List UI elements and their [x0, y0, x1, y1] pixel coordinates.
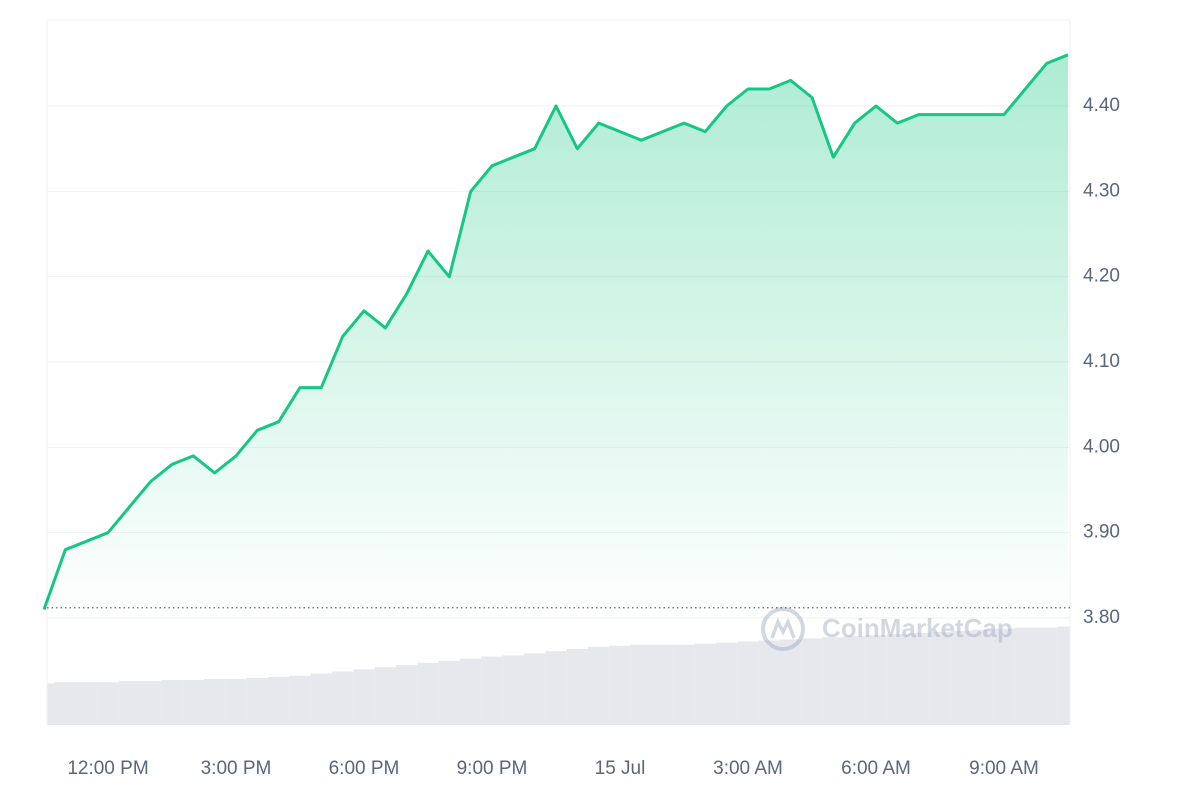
watermark-logo-m [770, 617, 796, 639]
volume-bar [481, 656, 503, 725]
volume-bar [225, 678, 247, 725]
volume-bar [801, 638, 823, 725]
volume-bar [609, 645, 631, 725]
volume-bar [118, 681, 140, 725]
volume-bar [950, 630, 972, 725]
volume-bar [1057, 626, 1070, 725]
y-tick-label: 4.20 [1083, 266, 1120, 287]
volume-bar [545, 651, 567, 725]
volume-bar [673, 644, 695, 725]
volume-bar [161, 680, 183, 725]
price-line [42, 53, 1069, 611]
volume-bar [737, 641, 759, 725]
y-tick-label: 4.40 [1083, 95, 1120, 116]
volume-bar [76, 682, 98, 725]
y-tick-label: 3.90 [1083, 522, 1120, 543]
volume-bar [652, 644, 674, 725]
volume-bar [353, 669, 375, 725]
volume-bar [54, 682, 76, 725]
volume-bar [588, 646, 610, 725]
x-tick-label: 6:00 PM [329, 758, 400, 779]
x-tick-label: 3:00 PM [201, 758, 272, 779]
volume-bar [908, 632, 930, 725]
volume-bar [396, 665, 418, 725]
volume-bar [566, 649, 588, 725]
x-tick-label: 9:00 AM [969, 758, 1039, 779]
volume-bar [972, 629, 994, 725]
y-tick-label: 3.80 [1083, 607, 1120, 628]
volume-bar [694, 643, 716, 725]
volume-bar [310, 673, 332, 725]
volume-bar [1014, 627, 1036, 725]
volume-bar [460, 658, 482, 725]
volume-bar [417, 662, 439, 725]
x-tick-label: 12:00 PM [67, 758, 148, 779]
volume-bar [140, 681, 162, 725]
area [44, 54, 1068, 619]
volume-bar [438, 660, 460, 725]
volume-bar [204, 678, 226, 725]
volume-bar [758, 640, 780, 725]
volume-bar [246, 677, 268, 725]
y-tick-label: 4.30 [1083, 180, 1120, 201]
x-tick-label: 6:00 AM [841, 758, 911, 779]
volume-bar [780, 639, 802, 725]
x-tick-label: 15 Jul [595, 758, 646, 779]
volume-bar [374, 667, 396, 725]
volume-bar [97, 682, 119, 725]
volume-bar [844, 636, 866, 725]
volume-bar [716, 642, 738, 725]
y-tick-label: 4.10 [1083, 351, 1120, 372]
volume-bar [502, 655, 524, 725]
volume-bar [630, 644, 652, 725]
volume-bar [268, 676, 290, 725]
y-tick-label: 4.00 [1083, 436, 1120, 457]
volume-bar [929, 631, 951, 725]
volume-bar [993, 628, 1015, 725]
volume-bar [182, 680, 204, 725]
x-tick-label: 3:00 AM [713, 758, 783, 779]
volume-bar [822, 637, 844, 725]
volume-bar [524, 653, 546, 725]
volume-bar [1036, 627, 1058, 725]
volume-bar [886, 634, 908, 725]
volume-bar [865, 635, 887, 725]
volume-bar [289, 675, 311, 725]
x-tick-label: 9:00 PM [457, 758, 528, 779]
volume-bar [332, 671, 354, 725]
